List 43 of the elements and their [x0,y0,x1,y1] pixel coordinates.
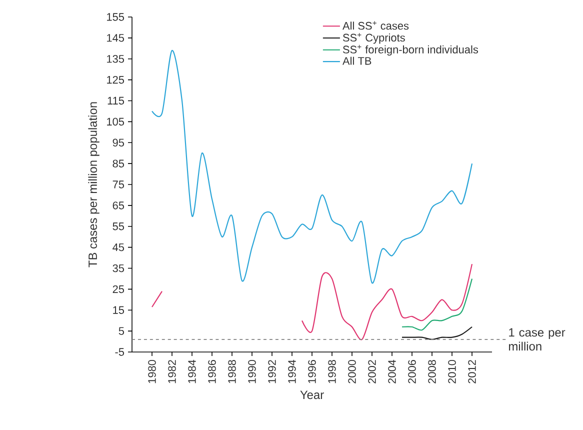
y-tick-label: 105 [107,118,124,126]
y-tick-label: 55 [112,222,124,230]
y-axis-title: TB cases per million population [88,102,100,268]
y-tick-label: 45 [112,243,124,252]
x-tick-label: 2004 [388,360,396,384]
x-tick-label: 2000 [348,360,356,384]
y-tick-label: 95 [112,138,124,147]
legend-label: All TB [342,56,372,65]
y-tick-label: 115 [108,96,124,105]
legend-label: SS$^{+}$ foreign-born individuals [342,44,478,56]
legend-label: SS$^{+}$ Cypriots [342,33,405,44]
x-tick-label: 1988 [228,360,236,384]
x-tick-label: 1996 [308,360,316,384]
ref-line-label: 1 case per million [509,328,566,351]
x-tick-label: 2010 [448,360,456,384]
x-tick-label: 1998 [328,360,336,384]
x-tick-label: 1984 [188,360,196,384]
y-tick-label: 35 [112,264,124,272]
y-tick-label: 15 [113,306,124,314]
x-tick-label: 2006 [408,360,416,384]
y-tick-label: 145 [107,34,124,42]
y-tick-label: 155 [107,13,124,21]
line-series [401,278,473,331]
x-tick-label: 1980 [148,360,156,384]
x-tick-label: 1990 [248,360,256,384]
y-tick-label: 5 [118,327,124,335]
line-series [401,326,473,340]
legend-label: All SS$^{+}$ cases [342,21,409,30]
x-axis-title: Year [300,390,324,400]
y-tick-label: 75 [112,180,124,188]
x-tick-label: 1992 [268,360,276,384]
x-tick-label: 1986 [208,360,216,384]
y-tick-label: 135 [107,55,124,63]
x-tick-label: 2002 [368,360,376,384]
x-tick-label: 1994 [288,360,296,384]
y-tick-label: 85 [112,160,124,168]
y-tick-label: -5 [115,348,124,356]
y-tick-label: 25 [112,285,124,294]
y-tick-label: 65 [112,202,124,210]
y-tick-label: 125 [107,76,124,84]
x-tick-label: 1982 [168,360,176,384]
x-tick-label: 2008 [428,360,436,384]
x-tick-label: 2012 [468,360,476,384]
